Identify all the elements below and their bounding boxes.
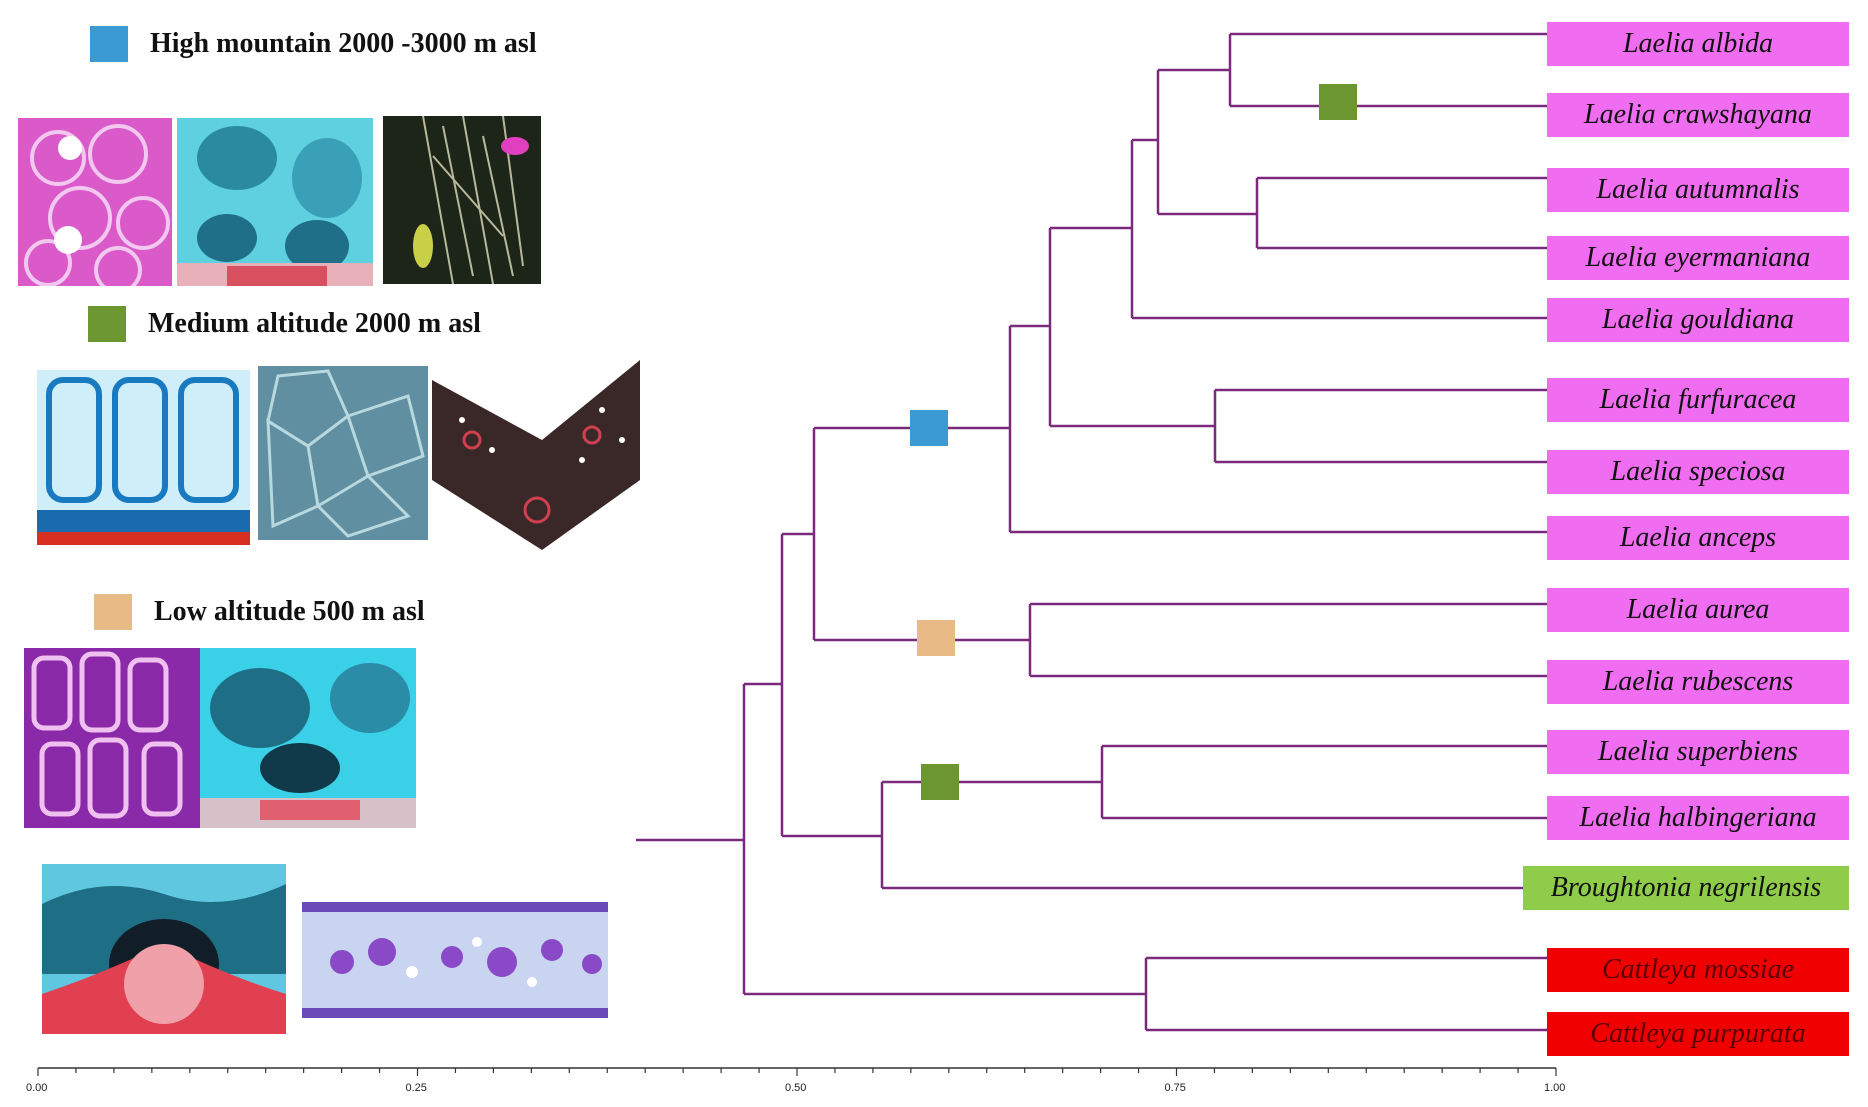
marker-high	[910, 410, 948, 446]
legend-label-medium: Medium altitude 2000 m asl	[148, 308, 481, 339]
medium-cells-gray	[258, 366, 428, 540]
taxon-label: Cattleya mossiae	[1547, 948, 1849, 992]
low-cells-purple	[24, 648, 200, 828]
taxon-label: Laelia aurea	[1547, 588, 1849, 632]
taxon-label: Cattleya purpurata	[1547, 1012, 1849, 1056]
legend-medium: Medium altitude 2000 m asl	[88, 306, 481, 342]
taxon-label: Laelia albida	[1547, 22, 1849, 66]
axis-tick-label: 0.00	[26, 1082, 48, 1094]
marker-medium-superbiens	[921, 764, 959, 800]
legend-low: Low altitude 500 m asl	[94, 594, 425, 630]
axis-tick-label: 0.50	[785, 1082, 807, 1094]
medium-leaf-section	[432, 360, 640, 550]
taxon-label: Laelia rubescens	[1547, 660, 1849, 704]
taxon-label: Laelia halbingeriana	[1547, 796, 1849, 840]
axis-tick-label: 0.75	[1164, 1082, 1186, 1094]
axis-tick-label: 0.25	[405, 1082, 427, 1094]
taxon-label: Laelia superbiens	[1547, 730, 1849, 774]
medium-epidermis-blue	[37, 370, 250, 545]
taxon-label: Laelia furfuracea	[1547, 378, 1849, 422]
taxon-label: Laelia gouldiana	[1547, 298, 1849, 342]
taxon-label: Laelia speciosa	[1547, 450, 1849, 494]
legend-swatch-high	[90, 26, 128, 62]
high-cuticle-cyan	[177, 118, 373, 286]
taxon-label: Laelia eyermaniana	[1547, 236, 1849, 280]
legend-swatch-low	[94, 594, 132, 630]
high-cells-pink	[18, 118, 172, 286]
taxon-label: Broughtonia negrilensis	[1523, 866, 1849, 910]
legend-label-high: High mountain 2000 -3000 m asl	[150, 28, 537, 59]
low-stoma-cyan	[200, 648, 416, 828]
legend-swatch-medium	[88, 306, 126, 342]
legend-label-low: Low altitude 500 m asl	[154, 596, 425, 627]
high-habitat-photo	[383, 116, 541, 284]
taxon-label: Laelia crawshayana	[1547, 93, 1849, 137]
taxon-label: Laelia autumnalis	[1547, 168, 1849, 212]
low-leaf-section	[302, 902, 608, 1018]
marker-medium-crawshayana	[1319, 84, 1357, 120]
low-stoma-red	[42, 864, 286, 1034]
marker-low	[917, 620, 955, 656]
legend-high: High mountain 2000 -3000 m asl	[90, 26, 537, 62]
taxon-label: Laelia anceps	[1547, 516, 1849, 560]
axis-tick-label: 1.00	[1544, 1082, 1566, 1094]
